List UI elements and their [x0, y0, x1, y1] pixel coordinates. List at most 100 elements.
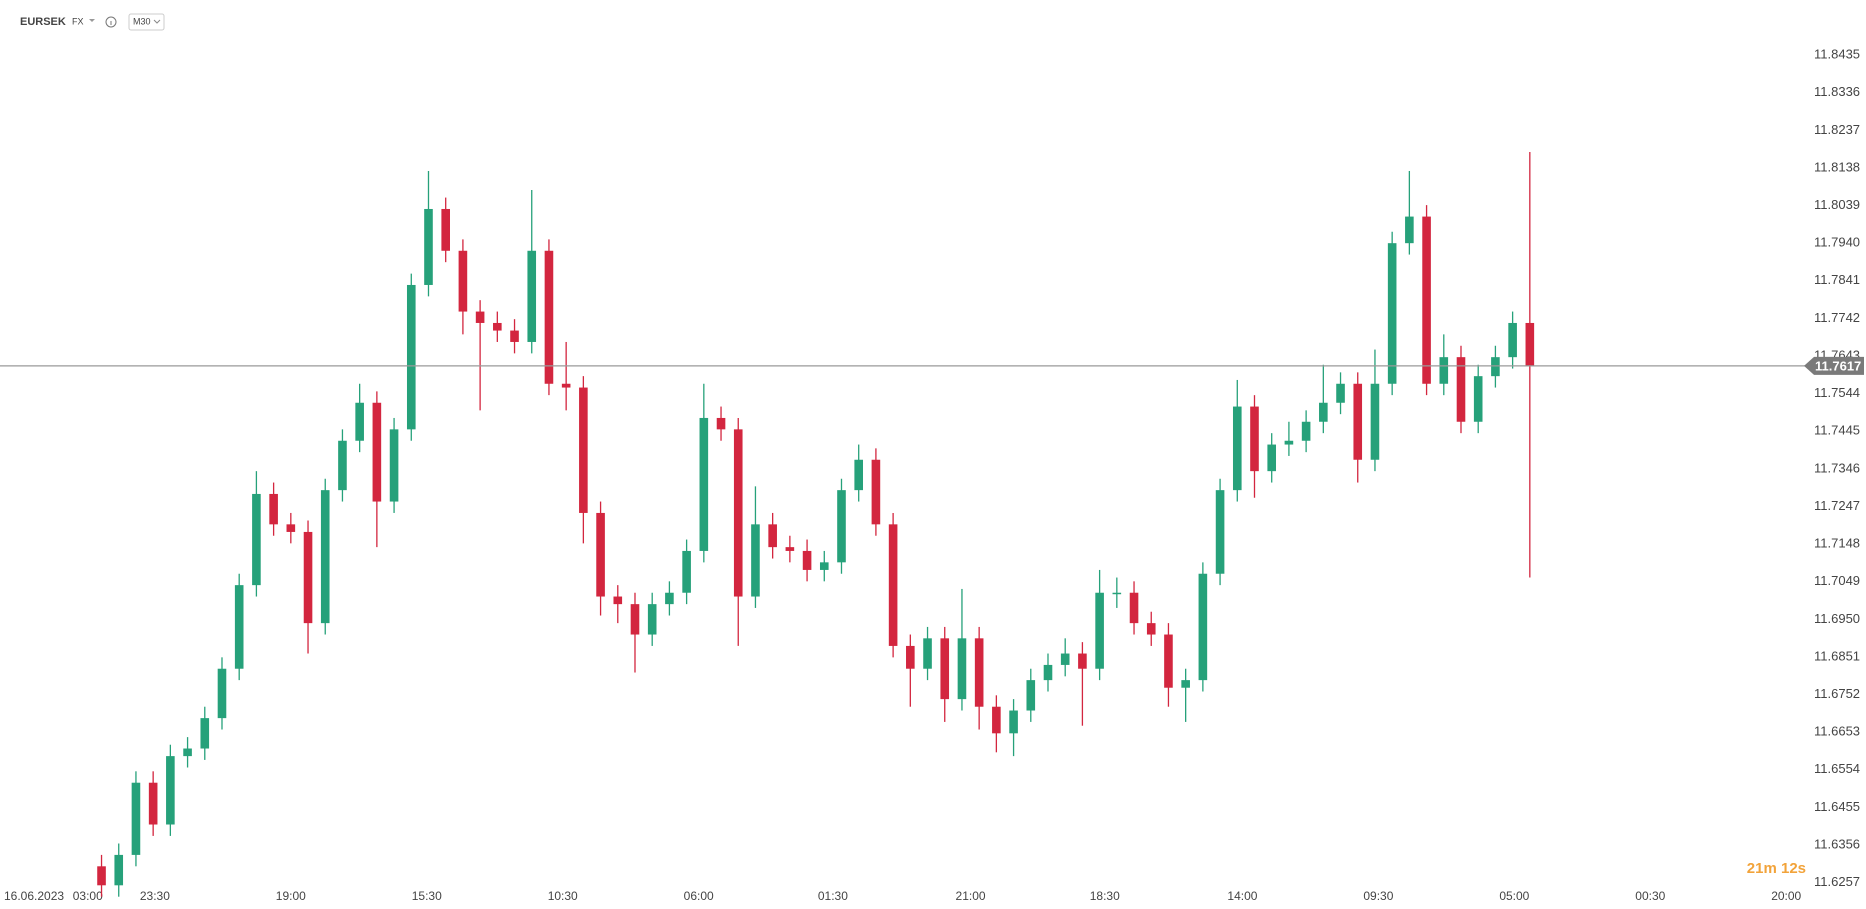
y-tick-label: 11.7445 [1814, 423, 1860, 438]
candle-body [974, 638, 984, 707]
x-tick-label: 01:30 [818, 889, 848, 903]
candle-body [1353, 383, 1363, 460]
candle-body [940, 638, 950, 700]
candle-body [1026, 680, 1036, 711]
candle-body [148, 782, 158, 825]
candle-body [630, 604, 640, 635]
candle-body [751, 524, 760, 597]
candle-body [320, 490, 330, 624]
candle-body [1473, 376, 1483, 422]
candle-body [424, 208, 433, 285]
candle-body [906, 645, 915, 669]
candle-body [234, 585, 244, 669]
y-tick-label: 11.7940 [1814, 235, 1860, 250]
last-price-label: 11.7617 [1815, 358, 1861, 373]
x-tick-label: 15:30 [412, 889, 442, 903]
candle-body [114, 854, 124, 886]
candle-body [183, 748, 192, 757]
y-tick-label: 11.8435 [1814, 47, 1860, 62]
symbol: EURSEK [20, 16, 66, 28]
y-tick-label: 11.6851 [1814, 648, 1860, 663]
candle-body [166, 756, 175, 825]
candle-body [733, 429, 743, 597]
y-tick-label: 11.7346 [1814, 460, 1860, 475]
x-tick-label: 16.06.2023 [4, 889, 64, 903]
candle-body [1508, 322, 1517, 358]
candle-body [1060, 653, 1070, 665]
candle-body [682, 550, 691, 593]
candle-body [802, 550, 812, 570]
y-tick-label: 11.7148 [1814, 536, 1860, 551]
candle-body [1215, 490, 1225, 574]
candle-body [957, 638, 967, 700]
candle-body [699, 417, 709, 551]
info-icon[interactable] [105, 16, 117, 28]
y-tick-label: 11.7841 [1814, 272, 1860, 287]
candle-body [97, 866, 106, 886]
candle-body [1525, 322, 1535, 366]
candle-body [527, 250, 537, 342]
candle-body [596, 512, 605, 597]
candle-body [406, 284, 416, 430]
candle-body [923, 638, 932, 669]
candle-body [1078, 653, 1087, 669]
y-tick-label: 11.6455 [1814, 799, 1860, 814]
candle-body [200, 718, 210, 749]
candle-body [579, 387, 588, 513]
x-tick-label: 14:00 [1227, 889, 1257, 903]
y-tick-label: 11.6653 [1814, 724, 1860, 739]
market: FX [72, 16, 84, 26]
y-tick-label: 11.6356 [1814, 836, 1860, 851]
candle-body [1198, 573, 1208, 681]
candle-body [458, 250, 468, 312]
candle-body [1387, 243, 1397, 384]
candle-body [493, 322, 502, 331]
candle-body [647, 604, 657, 635]
y-tick-label: 11.8336 [1814, 84, 1860, 99]
x-tick-label: 09:30 [1363, 889, 1393, 903]
y-tick-label: 11.6950 [1814, 611, 1860, 626]
candle-body [785, 547, 795, 551]
timeframe-button[interactable] [128, 13, 165, 31]
candle-body [1043, 664, 1053, 681]
candle-body [888, 524, 898, 646]
candle-body [1301, 421, 1311, 441]
y-tick-label: 11.6257 [1814, 874, 1860, 889]
x-tick-label: 21:00 [956, 889, 986, 903]
x-tick-label: 05:00 [1499, 889, 1529, 903]
candle-body [716, 417, 726, 430]
candle-body [768, 524, 777, 548]
x-tick-label: 00:30 [1635, 889, 1665, 903]
candle-body [1267, 444, 1277, 472]
candle-body [269, 493, 278, 525]
candle-body [854, 459, 864, 491]
candle-body [441, 208, 450, 251]
candle-body [475, 311, 485, 323]
candle-body [1439, 357, 1449, 384]
candle-body [837, 490, 846, 563]
candle-body [1009, 710, 1018, 734]
candle-body [1405, 216, 1414, 244]
candle-body [217, 668, 227, 719]
y-tick-label: 11.7049 [1814, 573, 1860, 588]
y-tick-label: 11.8039 [1814, 197, 1860, 212]
candle-body [1336, 383, 1345, 403]
candle-body [286, 524, 296, 532]
candle-body [303, 531, 313, 624]
candle-body [1129, 592, 1139, 624]
y-tick-label: 11.8237 [1814, 122, 1860, 137]
candle-body [1095, 592, 1104, 669]
y-tick-label: 11.6554 [1814, 761, 1860, 776]
candle-body [1456, 357, 1466, 422]
candle-body [338, 440, 347, 491]
last-price-tag [1804, 356, 1864, 375]
candle-body [1164, 634, 1173, 688]
candle-body [819, 562, 829, 570]
candle-body [372, 402, 382, 502]
y-tick-label: 11.8138 [1814, 159, 1860, 174]
dropdown-arrow[interactable] [89, 19, 95, 22]
y-tick-label: 11.7247 [1814, 498, 1860, 513]
candle-body [561, 383, 571, 388]
x-tick-label: 18:30 [1090, 889, 1120, 903]
candle-body [389, 429, 399, 502]
